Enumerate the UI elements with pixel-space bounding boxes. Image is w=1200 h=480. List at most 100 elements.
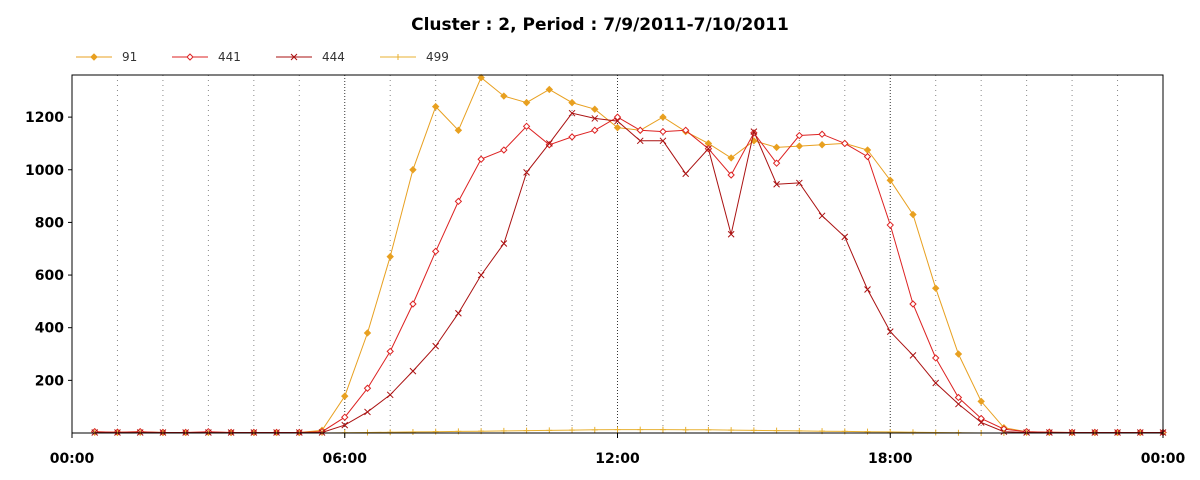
legend-item-444: 444 <box>276 50 345 64</box>
series-444 <box>91 109 1167 436</box>
series-91 <box>91 73 1167 437</box>
data-point-444 <box>409 367 417 375</box>
data-point-441 <box>431 247 440 256</box>
data-point-91 <box>613 123 622 132</box>
data-point-441 <box>863 152 872 161</box>
legend-label: 444 <box>322 50 345 64</box>
data-point-441 <box>636 126 644 134</box>
legend-label: 441 <box>218 50 241 64</box>
data-point-91 <box>727 154 735 162</box>
data-point-91 <box>977 397 985 406</box>
data-point-441 <box>909 300 917 308</box>
data-point-91 <box>568 98 576 107</box>
data-point-91 <box>409 166 417 174</box>
data-point-444 <box>886 328 894 336</box>
legend-label: 91 <box>122 50 137 64</box>
legend-item-499: 499 <box>380 50 449 64</box>
data-point-444 <box>545 140 553 147</box>
data-point-441 <box>727 171 735 179</box>
data-point-444 <box>568 109 576 117</box>
data-point-499 <box>591 426 598 433</box>
data-point-444 <box>818 212 826 220</box>
y-tick-label: 800 <box>35 215 64 231</box>
data-point-499 <box>432 428 439 435</box>
x-tick-label: 06:00 <box>322 451 367 467</box>
legend-label: 499 <box>426 50 449 64</box>
data-point-499 <box>364 429 371 436</box>
x-tick-label: 00:00 <box>1141 451 1186 467</box>
series-441 <box>91 113 1167 437</box>
data-point-91 <box>545 85 554 94</box>
data-point-91 <box>386 252 394 261</box>
data-point-444 <box>864 286 871 293</box>
data-point-91 <box>500 92 508 100</box>
data-point-91 <box>431 102 440 111</box>
series-line-444 <box>94 112 1163 433</box>
legend-item-91: 91 <box>76 50 137 64</box>
data-point-499 <box>455 428 462 435</box>
data-point-441 <box>613 113 622 121</box>
data-point-91 <box>591 105 599 113</box>
x-tick-label: 18:00 <box>868 451 913 467</box>
legend-swatch-marker <box>395 54 401 60</box>
data-point-91 <box>477 73 485 82</box>
data-point-441 <box>886 221 894 229</box>
data-point-444 <box>955 400 962 408</box>
data-point-441 <box>681 126 690 134</box>
data-point-91 <box>659 113 667 121</box>
y-tick-label: 1000 <box>25 163 64 179</box>
data-point-499 <box>932 429 939 436</box>
x-tick-label: 12:00 <box>595 451 640 467</box>
data-point-91 <box>818 141 826 149</box>
data-point-444 <box>432 342 440 350</box>
data-point-91 <box>954 350 963 358</box>
data-point-444 <box>364 408 371 416</box>
legend-swatch-marker <box>290 53 298 61</box>
data-point-441 <box>500 146 508 154</box>
data-point-444 <box>341 421 349 429</box>
data-point-441 <box>477 155 485 163</box>
data-point-441 <box>659 127 667 136</box>
data-point-499 <box>682 426 689 433</box>
data-point-499 <box>409 428 416 435</box>
data-point-499 <box>637 426 644 433</box>
data-point-444 <box>455 309 462 317</box>
data-point-444 <box>750 128 758 135</box>
data-point-499 <box>705 426 712 433</box>
data-point-499 <box>569 427 576 434</box>
data-point-499 <box>614 426 621 433</box>
data-point-444 <box>614 117 621 125</box>
data-point-91 <box>341 392 349 400</box>
y-tick-label: 400 <box>35 321 64 337</box>
data-point-91 <box>522 98 531 107</box>
series-layer <box>91 73 1167 437</box>
data-point-499 <box>546 427 553 434</box>
data-point-441 <box>841 139 849 148</box>
data-point-441 <box>363 384 372 392</box>
data-point-499 <box>864 428 871 435</box>
data-point-499 <box>387 429 394 436</box>
data-point-91 <box>363 329 372 337</box>
data-point-444 <box>977 419 985 426</box>
data-point-499 <box>909 429 916 436</box>
data-point-444 <box>523 169 530 176</box>
data-point-444 <box>477 271 485 279</box>
data-point-441 <box>409 300 417 308</box>
data-point-444 <box>591 115 599 122</box>
data-point-441 <box>454 197 463 206</box>
data-point-441 <box>932 354 940 362</box>
data-point-444 <box>705 145 712 153</box>
chart-title: Cluster : 2, Period : 7/9/2011-7/10/2011 <box>411 15 789 35</box>
x-axis: 00:00 06:00 12:00 18:00 00:00 <box>50 433 1186 467</box>
data-point-91 <box>795 142 804 150</box>
data-point-441 <box>341 413 349 421</box>
data-point-91 <box>932 284 940 292</box>
y-tick-label: 1200 <box>25 110 64 126</box>
data-point-444 <box>727 230 735 238</box>
data-point-91 <box>886 176 894 185</box>
data-point-444 <box>636 137 644 145</box>
legend-item-441: 441 <box>172 50 241 64</box>
data-point-441 <box>522 122 531 131</box>
data-point-91 <box>772 143 781 152</box>
